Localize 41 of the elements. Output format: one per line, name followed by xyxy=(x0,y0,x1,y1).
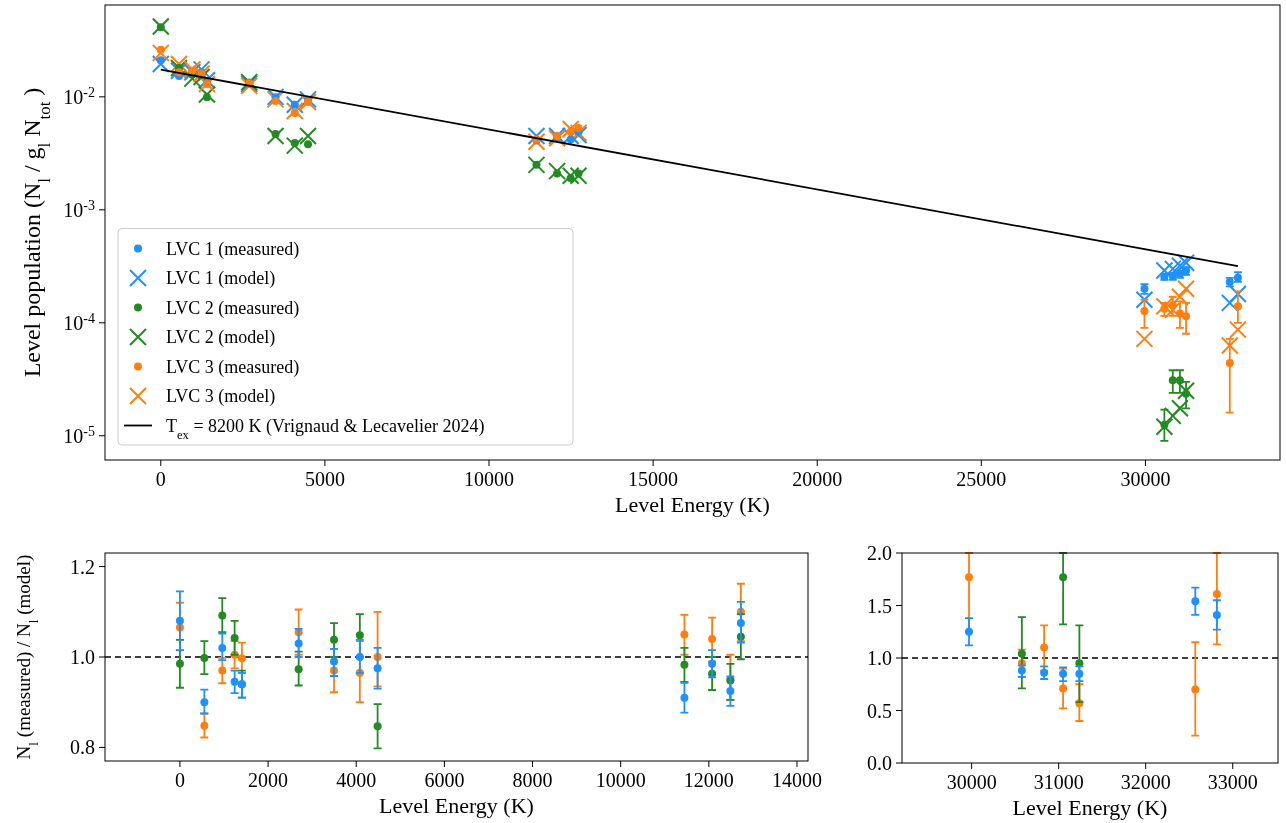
x-axis-title: Level Energy (K) xyxy=(615,492,770,517)
y-tick-label: 0.8 xyxy=(70,736,95,759)
legend-label: LVC 1 (model) xyxy=(166,268,276,289)
y-tick-label: 10$^{-2}$ xyxy=(63,84,95,108)
x-tick-label: 33000 xyxy=(1207,771,1258,793)
legend-label: LVC 1 (measured) xyxy=(166,238,300,260)
x-tick-label: 2000 xyxy=(248,769,289,791)
y-tick-label: 1.0 xyxy=(70,646,95,668)
x-tick-label: 25000 xyxy=(956,468,1007,490)
x-tick-label: 32000 xyxy=(1120,771,1171,793)
x-axis-title: Level Energy (K) xyxy=(379,793,534,818)
x-tick-label: 10000 xyxy=(464,468,515,490)
x-tick-label: 30000 xyxy=(1120,468,1171,490)
legend-label: LVC 2 (measured) xyxy=(166,297,300,319)
y-tick-label: 10$^{-4}$ xyxy=(63,310,95,334)
x-tick-label: 31000 xyxy=(1033,771,1084,793)
y-tick-label: 10$^{-5}$ xyxy=(63,423,95,447)
x-tick-label: 30000 xyxy=(946,771,997,793)
x-tick-label: 12000 xyxy=(683,769,734,791)
legend-label: LVC 3 (model) xyxy=(166,386,276,407)
x-tick-label: 5000 xyxy=(304,468,345,490)
x-tick-label: 15000 xyxy=(628,468,679,490)
legend-label: T$_{ex}$ = 8200 K (Vrignaud & Lecavelier 2024) xyxy=(166,415,485,442)
y-tick-label: 0.0 xyxy=(867,752,892,774)
x-tick-label: 4000 xyxy=(336,769,377,791)
x-tick-label: 8000 xyxy=(512,769,553,791)
x-tick-label: 0 xyxy=(155,468,166,490)
y-tick-label: 1.2 xyxy=(70,555,95,578)
y-tick-label: 1.0 xyxy=(867,647,892,669)
x-tick-label: 0 xyxy=(174,769,185,791)
y-tick-label: 10$^{-3}$ xyxy=(63,197,95,221)
x-tick-label: 10000 xyxy=(595,769,646,791)
y-tick-label: 0.5 xyxy=(867,699,892,722)
legend-label: LVC 2 (model) xyxy=(166,327,276,348)
x-axis-title: Level Energy (K) xyxy=(1012,795,1168,820)
y-tick-label: 1.5 xyxy=(867,594,892,617)
legend-label: LVC 3 (measured) xyxy=(166,356,300,378)
x-tick-label: 6000 xyxy=(424,769,465,791)
x-tick-label: 20000 xyxy=(792,468,843,490)
y-tick-label: 2.0 xyxy=(867,542,892,564)
x-tick-label: 14000 xyxy=(771,769,822,791)
